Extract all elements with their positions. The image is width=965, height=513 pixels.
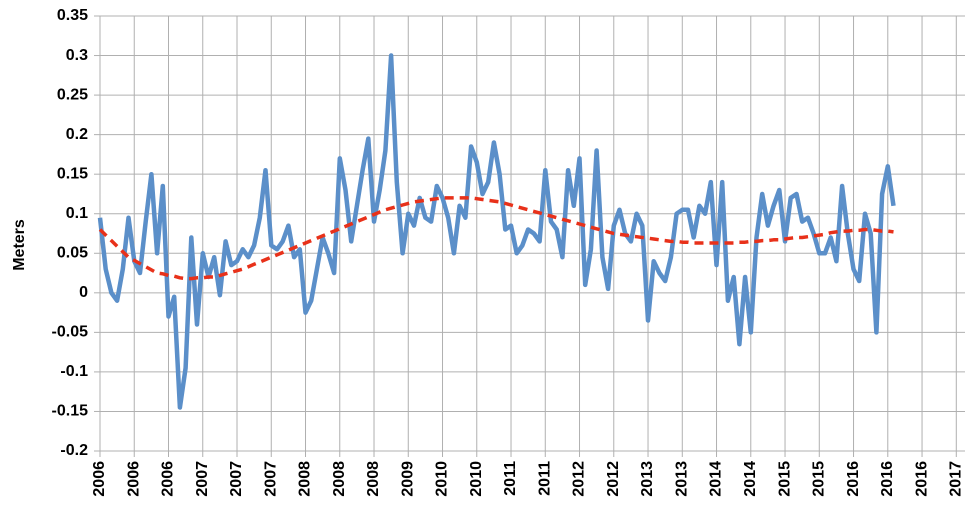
- x-tick-label: 2008: [297, 461, 314, 497]
- x-tick-label: 2009: [399, 461, 416, 497]
- x-tick-label: 2011: [536, 461, 553, 496]
- x-tick-label: 2008: [331, 461, 348, 497]
- y-tick-label: 0.35: [57, 7, 88, 24]
- x-tick-label: 2012: [571, 461, 588, 497]
- y-tick-label: 0.3: [66, 47, 88, 64]
- y-tick-label: -0.1: [60, 363, 88, 380]
- x-tick-label: 2016: [913, 461, 930, 497]
- y-tick-label: -0.2: [60, 442, 88, 459]
- y-tick-label: -0.05: [52, 324, 89, 341]
- y-axis-label: Meters: [11, 219, 28, 271]
- x-tick-label: 2006: [160, 461, 177, 497]
- x-tick-label: 2007: [194, 461, 211, 497]
- y-tick-label: 0: [79, 284, 88, 301]
- x-tick-label: 2010: [434, 461, 451, 497]
- x-tick-label: 2006: [91, 461, 108, 497]
- x-tick-label: 2016: [879, 461, 896, 497]
- x-tick-label: 2014: [708, 461, 725, 497]
- y-tick-label: 0.1: [66, 205, 88, 222]
- y-tick-label: -0.15: [52, 403, 89, 420]
- x-tick-label: 2014: [742, 461, 759, 497]
- x-tick-label: 2010: [468, 461, 485, 497]
- x-tick-label: 2017: [948, 461, 965, 497]
- y-tick-label: 0.25: [57, 86, 88, 103]
- y-tick-label: 0.05: [57, 244, 88, 261]
- x-tick-label: 2007: [262, 461, 279, 497]
- x-tick-label: 2015: [811, 461, 828, 497]
- x-tick-label: 2007: [228, 461, 245, 497]
- x-tick-label: 2016: [845, 461, 862, 497]
- y-tick-label: 0.15: [57, 165, 88, 182]
- x-tick-label: 2011: [502, 461, 519, 496]
- x-tick-label: 2013: [639, 461, 656, 497]
- y-tick-label: 0.2: [66, 126, 88, 143]
- x-tick-label: 2006: [125, 461, 142, 497]
- data-line: [98, 196, 894, 281]
- x-tick-label: 2013: [673, 461, 690, 497]
- x-tick-label: 2015: [776, 461, 793, 497]
- x-tick-label: 2012: [605, 461, 622, 497]
- x-tick-label: 2008: [365, 461, 382, 497]
- data-line: [97, 53, 896, 410]
